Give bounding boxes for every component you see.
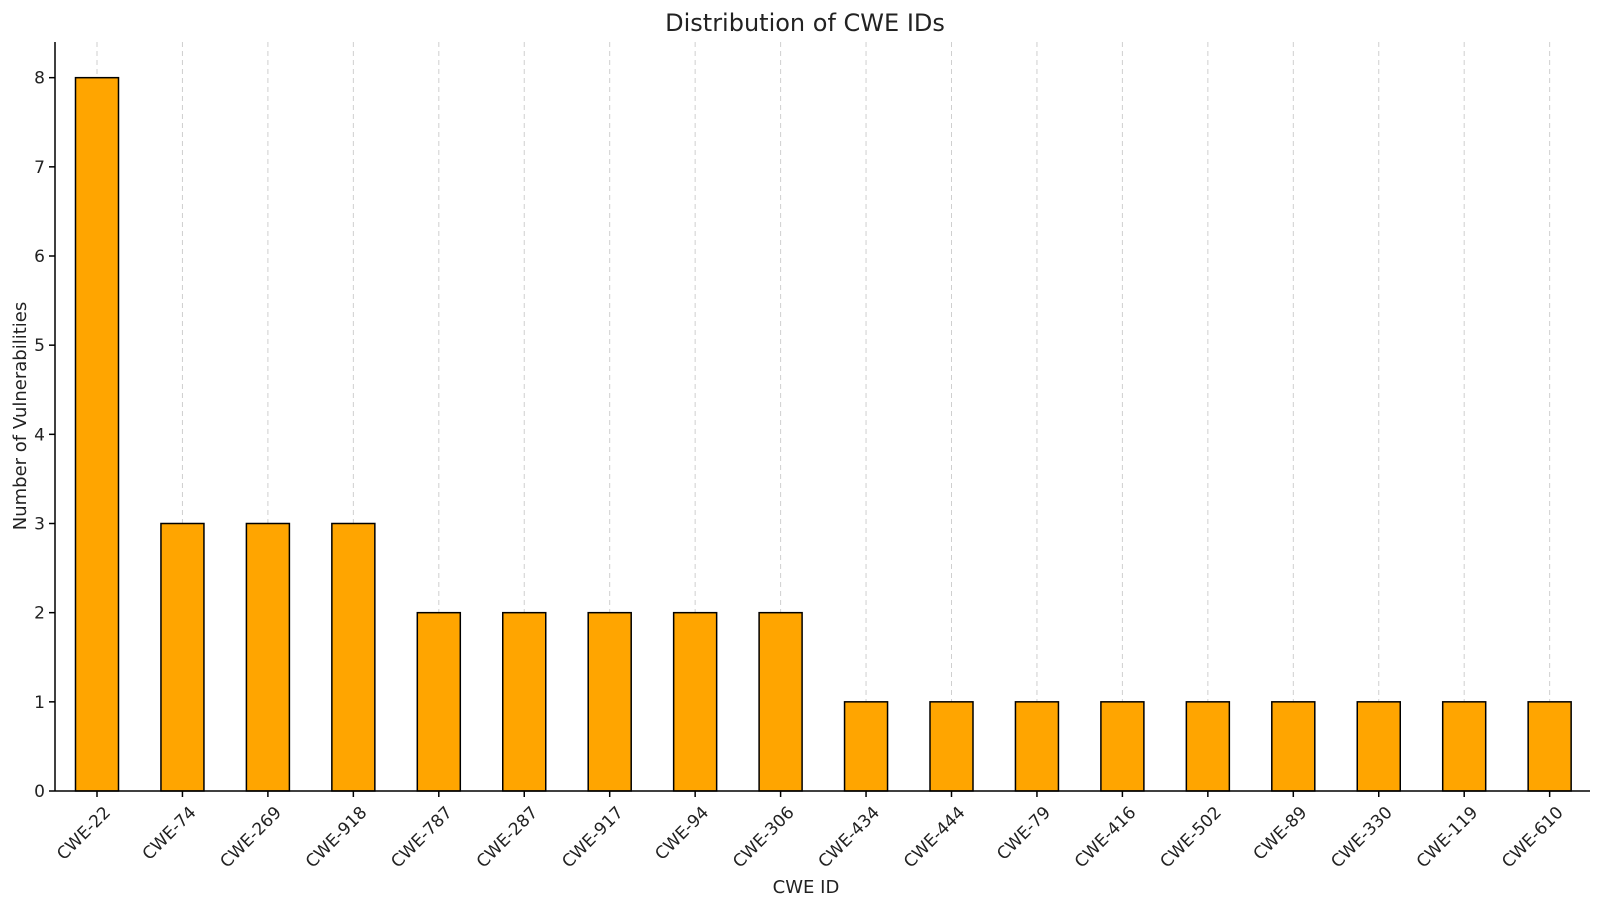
x-tick-label: CWE-79 — [993, 803, 1055, 865]
x-tick-label: CWE-94 — [651, 803, 713, 865]
x-tick-label: CWE-74 — [139, 803, 201, 865]
bar-cwe-918 — [331, 522, 376, 792]
bar-cwe-22 — [74, 76, 120, 792]
x-tick-label: CWE-330 — [1327, 803, 1396, 872]
y-tick-label: 8 — [34, 69, 45, 89]
x-tick-label: CWE-89 — [1250, 803, 1312, 865]
bar-cwe-79 — [1014, 701, 1060, 792]
x-tick-label: CWE-416 — [1071, 803, 1140, 872]
y-tick-label: 3 — [34, 515, 45, 535]
bar-cwe-74 — [160, 522, 205, 792]
y-tick-label: 7 — [34, 158, 45, 178]
bar-cwe-416 — [1100, 701, 1145, 792]
x-tick-label: CWE-610 — [1498, 803, 1567, 872]
x-tick-label: CWE-269 — [217, 803, 286, 872]
bar-cwe-269 — [245, 522, 291, 792]
x-axis-label: CWE ID — [773, 877, 840, 898]
y-tick-label: 0 — [34, 782, 45, 802]
bar-cwe-787 — [416, 611, 462, 792]
y-tick-label: 6 — [34, 247, 45, 267]
y-tick-labels: 0 1 2 3 4 5 6 7 8 — [34, 69, 45, 802]
x-tick-label: CWE-917 — [558, 803, 627, 872]
y-axis-label: Number of Vulnerabilities — [10, 302, 31, 530]
x-tick-label: CWE-918 — [302, 803, 371, 872]
x-tick-label: CWE-787 — [387, 803, 456, 872]
bar-cwe-306 — [758, 611, 803, 792]
x-tick-label: CWE-444 — [900, 803, 969, 872]
bar-cwe-444 — [929, 701, 974, 792]
bar-cwe-330 — [1356, 701, 1401, 792]
x-tick-label: CWE-434 — [815, 803, 884, 872]
bar-cwe-434 — [843, 701, 889, 792]
grid-lines — [96, 42, 1551, 791]
bar-cwe-610 — [1527, 701, 1572, 792]
bar-cwe-287 — [502, 611, 547, 792]
x-tick-labels: CWE-22 CWE-74 CWE-269 CWE-918 CWE-787 CWE-287… — [53, 803, 1567, 872]
y-tick-label: 5 — [34, 336, 45, 356]
bar-cwe-94 — [672, 611, 718, 792]
x-tick-label: CWE-119 — [1413, 803, 1482, 872]
x-tick-label: CWE-22 — [53, 803, 115, 865]
bar-cwe-502 — [1185, 701, 1231, 792]
x-tick-label: CWE-287 — [473, 803, 542, 872]
bars — [74, 76, 1572, 792]
chart-title: Distribution of CWE IDs — [665, 9, 945, 37]
bar-cwe-89 — [1271, 701, 1316, 792]
y-tick-label: 2 — [34, 604, 45, 624]
bar-cwe-917 — [587, 611, 632, 792]
bar-cwe-119 — [1441, 701, 1487, 792]
y-tick-label: 1 — [34, 693, 45, 713]
x-tick-label: CWE-502 — [1156, 803, 1225, 872]
x-tick-label: CWE-306 — [729, 803, 798, 872]
axes — [49, 42, 1590, 797]
y-tick-label: 4 — [34, 425, 45, 445]
